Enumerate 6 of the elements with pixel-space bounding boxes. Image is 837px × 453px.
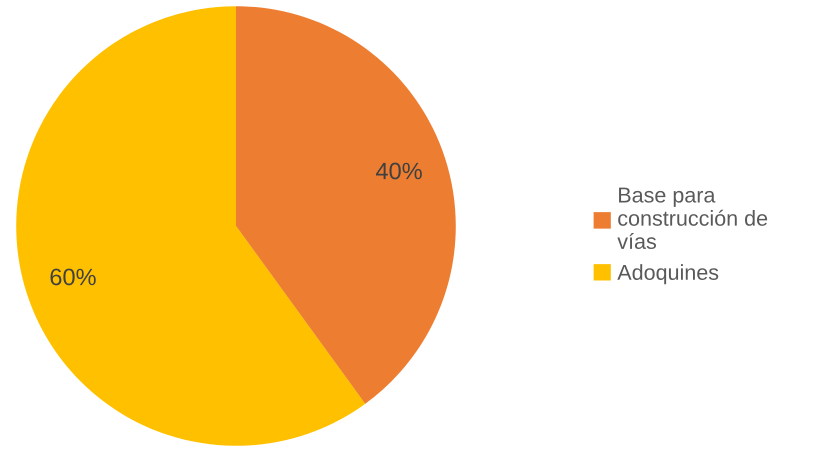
data-label: 40% <box>376 162 422 180</box>
data-label: 60% <box>50 268 96 286</box>
legend-label: Adoquines <box>617 264 718 284</box>
legend-label: Base para construcción de vías <box>617 188 768 250</box>
pie-slice <box>16 6 366 446</box>
pie-slice <box>236 6 456 404</box>
